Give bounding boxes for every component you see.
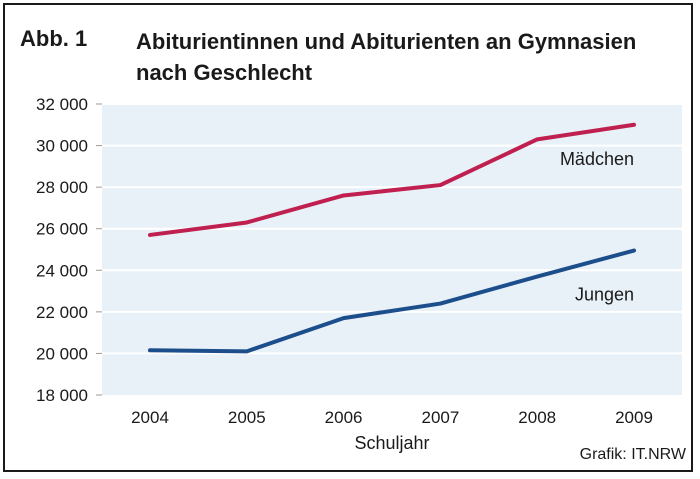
x-tick-label: 2004 [131, 408, 169, 427]
series-group: Mädchen Jungen [148, 122, 636, 354]
x-tick-label: 2006 [325, 408, 363, 427]
series-line-0 [148, 122, 636, 237]
y-tick-label: 20 000 [36, 344, 88, 363]
y-tick-label: 18 000 [36, 386, 88, 405]
credit-label: Grafik: IT.NRW [579, 446, 686, 463]
x-axis: 2004 2005 2006 2007 2008 2009 [131, 408, 653, 427]
x-axis-title: Schuljahr [354, 433, 429, 453]
plot-area [102, 104, 682, 395]
chart-title: Abiturientinnen und Abiturienten an Gymn… [136, 29, 637, 85]
figure-label: Abb. 1 [20, 26, 88, 51]
y-tick-label: 22 000 [36, 303, 88, 322]
x-tick-label: 2005 [228, 408, 266, 427]
y-tick-label: 24 000 [36, 261, 88, 280]
gridlines [102, 103, 682, 355]
y-tick-label: 32 000 [36, 95, 88, 114]
y-tick-label: 26 000 [36, 220, 88, 239]
x-tick-label: 2009 [615, 408, 653, 427]
series-label: Mädchen [560, 149, 634, 169]
y-tick-label: 28 000 [36, 178, 88, 197]
x-tick-label: 2007 [421, 408, 459, 427]
series-line-1 [148, 248, 636, 354]
series-label: Jungen [575, 285, 634, 305]
y-axis: 18 000 20 000 22 000 24 000 26 000 28 000 30 0… [36, 95, 102, 405]
y-tick-label: 30 000 [36, 137, 88, 156]
x-tick-label: 2008 [518, 408, 556, 427]
